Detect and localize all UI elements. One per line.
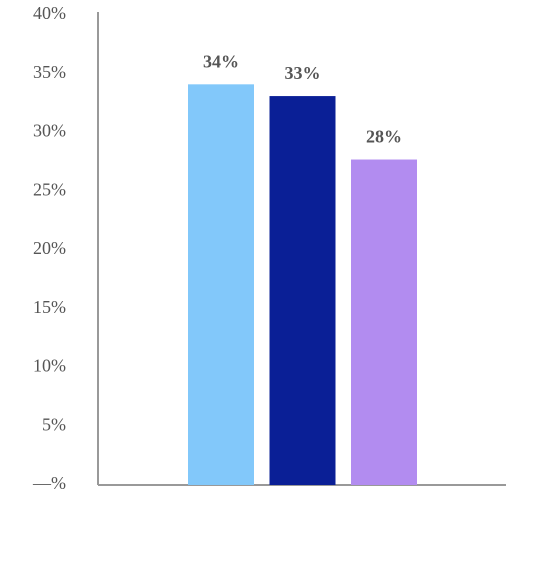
y-tick-label: 40% — [33, 3, 66, 23]
value-label: 28% — [366, 127, 402, 147]
y-tick-label: 10% — [33, 356, 66, 376]
y-tick-label: 5% — [42, 414, 66, 434]
value-label: 34% — [203, 51, 239, 71]
bar — [351, 159, 417, 485]
bar — [269, 96, 336, 485]
y-tick-label: 30% — [33, 121, 66, 141]
y-tick-label: 20% — [33, 238, 66, 258]
y-tick-label: 15% — [33, 297, 66, 317]
bar — [188, 84, 254, 485]
y-tick-label: —% — [32, 473, 66, 493]
y-tick-label: 35% — [33, 62, 66, 82]
value-label: 33% — [285, 63, 321, 83]
y-tick-label: 25% — [33, 179, 66, 199]
